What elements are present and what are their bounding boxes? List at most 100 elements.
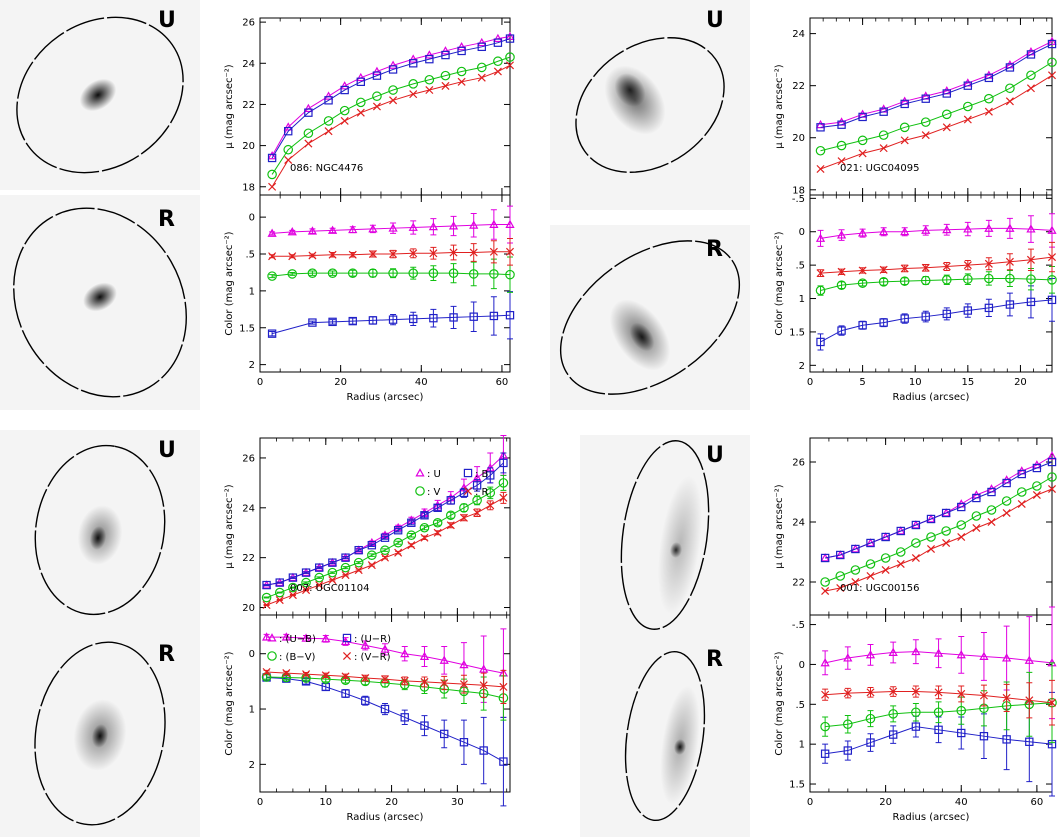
y-axis-label: Color (mag arcsec⁻²) xyxy=(224,231,235,335)
data-point xyxy=(307,226,318,235)
band-label-r: R xyxy=(158,207,175,232)
data-point xyxy=(420,533,429,542)
data-point xyxy=(505,219,515,228)
data-point xyxy=(479,681,488,690)
data-point xyxy=(1047,295,1057,305)
data-point xyxy=(837,157,846,166)
legend-label: : V xyxy=(427,487,441,498)
error-bar xyxy=(349,317,356,325)
data-point xyxy=(303,103,314,113)
data-point xyxy=(1025,737,1034,746)
data-point xyxy=(288,252,297,261)
galaxy-image-r xyxy=(550,225,750,410)
data-point xyxy=(957,689,966,698)
data-point xyxy=(268,252,277,261)
legend-marker xyxy=(267,651,277,661)
data-point xyxy=(440,679,449,688)
data-point xyxy=(941,508,951,518)
data-point xyxy=(261,592,272,603)
galaxy-image-u xyxy=(580,435,750,635)
data-point xyxy=(372,102,381,111)
data-point xyxy=(1005,83,1015,94)
data-point xyxy=(1032,463,1042,473)
data-point xyxy=(372,71,382,80)
data-point xyxy=(957,728,966,738)
data-point xyxy=(879,226,889,236)
data-point xyxy=(368,249,377,259)
data-point xyxy=(400,648,410,658)
data-point xyxy=(327,268,338,278)
x-axis-label: Radius (arcsec) xyxy=(347,392,424,403)
data-point xyxy=(356,108,365,117)
data-point xyxy=(262,667,271,676)
error-bar xyxy=(421,715,428,737)
data-point xyxy=(424,74,435,85)
data-point xyxy=(485,488,496,498)
y-axis-label: μ (mag arcsec⁻²) xyxy=(774,484,785,569)
data-point xyxy=(340,85,349,95)
data-point xyxy=(388,85,398,95)
data-point xyxy=(493,56,503,67)
data-point xyxy=(428,268,439,278)
data-point xyxy=(971,511,982,521)
data-point xyxy=(283,122,293,131)
data-point xyxy=(356,97,366,108)
series-line xyxy=(820,43,1053,128)
data-point xyxy=(900,264,909,273)
data-point xyxy=(820,577,830,587)
legend-label: : (U−R) xyxy=(354,634,391,645)
data-point xyxy=(1047,71,1057,80)
series-v xyxy=(820,472,1057,587)
data-point xyxy=(328,317,337,327)
data-point xyxy=(888,647,898,656)
galaxy-image-r xyxy=(580,635,750,837)
band-label-u: U xyxy=(158,438,176,463)
data-point xyxy=(409,90,418,99)
data-point xyxy=(267,329,277,338)
data-point xyxy=(499,458,508,468)
series-v xyxy=(267,52,515,180)
error-bar xyxy=(867,644,874,666)
x-tick-label: 60 xyxy=(496,377,509,388)
data-point xyxy=(275,596,284,605)
data-point xyxy=(339,105,350,116)
y-tick-label: 18 xyxy=(792,185,805,196)
series-line xyxy=(820,227,1053,239)
data-point xyxy=(389,249,398,259)
data-point xyxy=(900,99,909,109)
error-bar xyxy=(958,636,965,674)
series-line xyxy=(820,40,1053,126)
data-point xyxy=(477,37,487,47)
data-point xyxy=(353,557,364,568)
data-point xyxy=(942,89,951,98)
x-tick-label: 10 xyxy=(909,377,922,388)
data-point xyxy=(498,478,509,488)
data-point xyxy=(479,664,489,673)
data-point xyxy=(1017,469,1026,479)
data-point xyxy=(380,675,390,684)
x-tick-label: 0 xyxy=(257,797,263,808)
data-point xyxy=(408,54,418,63)
data-point xyxy=(348,224,358,234)
data-point xyxy=(288,573,298,582)
data-point xyxy=(419,651,430,660)
error-bar xyxy=(912,639,919,665)
data-point xyxy=(380,533,390,542)
data-point xyxy=(836,280,847,290)
y-tick-label: 2 xyxy=(249,360,255,371)
data-point xyxy=(957,502,966,512)
data-point xyxy=(324,96,333,105)
data-point xyxy=(439,655,449,664)
data-point xyxy=(459,513,468,522)
error-bar xyxy=(410,311,417,327)
band-label-r: R xyxy=(706,237,723,262)
data-point xyxy=(420,677,429,686)
error-bar xyxy=(470,212,477,238)
data-point xyxy=(1047,698,1057,707)
x-tick-label: 0 xyxy=(807,377,813,388)
error-bar xyxy=(890,705,897,723)
legend-marker xyxy=(267,633,277,642)
x-tick-label: 60 xyxy=(1031,797,1044,808)
galaxy-id-label: 007: UGC01104 xyxy=(290,583,370,594)
data-point xyxy=(911,538,921,548)
